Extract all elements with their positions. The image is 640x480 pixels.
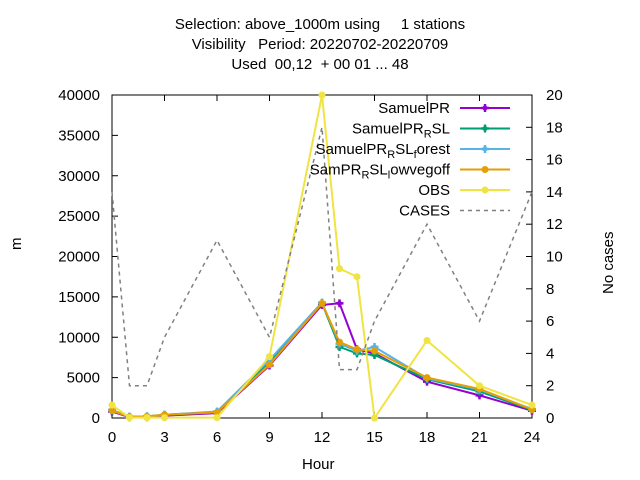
y-tick-label: 10000: [58, 329, 100, 346]
y2-tick-label: 10: [546, 249, 563, 266]
series-line-0: [111, 302, 533, 419]
data-point-0-7: [335, 299, 344, 308]
legend-label-1: SamuelPRRSL: [352, 121, 450, 141]
y2-tick-label: 0: [546, 410, 554, 427]
data-point-4-0: [108, 401, 116, 409]
x-tick-label: 6: [213, 429, 221, 446]
chart-title-line-1: Selection: above_1000m using 1 stations: [174, 16, 466, 33]
data-point-4-5: [266, 353, 273, 361]
data-point-4-12: [528, 401, 536, 409]
y-tick-label: 15000: [58, 289, 100, 306]
x-tick-label: 24: [524, 429, 541, 446]
data-point-3-9: [371, 347, 378, 355]
y-tick-label: 5000: [67, 370, 100, 387]
legend-label-0: SamuelPR: [378, 100, 450, 117]
legend-label-3: SamPRRSLlowvegoff: [310, 162, 451, 182]
y-tick-label: 30000: [58, 168, 100, 185]
legend-marker-1: [481, 124, 489, 133]
legend-marker-4: [481, 186, 489, 194]
y2-tick-label: 2: [546, 378, 554, 395]
y-tick-label: 40000: [58, 87, 100, 104]
x-tick-label: 21: [471, 429, 488, 446]
data-point-4-3: [161, 414, 168, 422]
data-point-3-5: [266, 361, 273, 369]
series-line-5: [111, 127, 533, 387]
y2-tick-label: 12: [546, 216, 563, 233]
data-point-4-8: [353, 273, 361, 281]
y2-axis-label: No cases: [600, 231, 617, 294]
legend-marker-2: [481, 145, 489, 153]
x-tick-label: 0: [108, 429, 116, 446]
y2-tick-label: 14: [546, 184, 563, 201]
data-point-4-9: [371, 414, 378, 422]
y2-tick-label: 8: [546, 281, 554, 298]
legend-marker-3: [481, 166, 489, 173]
x-axis-label: Hour: [302, 456, 335, 473]
series-line-3: [111, 301, 533, 418]
legend-marker-0: [481, 104, 489, 112]
x-tick-label: 18: [419, 429, 436, 446]
chart-title-line-3: Used 00,12 + 00 01 ... 48: [231, 56, 409, 73]
y-tick-label: 0: [92, 410, 100, 427]
data-point-3-6: [318, 299, 326, 307]
series-line-2: [111, 300, 533, 418]
x-tick-label: 9: [265, 429, 273, 446]
y-tick-label: 20000: [58, 249, 100, 266]
data-point-4-2: [143, 414, 151, 422]
y-tick-label: 35000: [58, 127, 100, 144]
x-tick-label: 15: [366, 429, 383, 446]
y2-tick-label: 6: [546, 313, 554, 330]
data-point-4-1: [126, 414, 133, 422]
y2-tick-label: 16: [546, 152, 563, 169]
data-point-4-11: [476, 382, 483, 390]
data-point-3-10: [423, 374, 431, 382]
y-axis-label: m: [8, 237, 25, 251]
y-tick-label: 25000: [58, 208, 100, 225]
data-point-4-6: [318, 91, 326, 99]
x-tick-label: 3: [160, 429, 168, 446]
y2-tick-label: 18: [546, 119, 563, 136]
data-point-3-0: [108, 407, 116, 415]
data-point-3-8: [353, 345, 361, 353]
y2-tick-label: 4: [546, 345, 554, 362]
data-point-4-4: [213, 414, 221, 422]
legend-label-4: OBS: [418, 182, 450, 199]
chart-title-line-2: Visibility Period: 20220702-20220709: [191, 36, 449, 53]
legend-label-2: SamuelPRRSLforest: [316, 141, 451, 161]
data-point-4-7: [336, 265, 343, 273]
y2-tick-label: 20: [546, 87, 563, 104]
legend-label-5: CASES: [399, 203, 450, 220]
series-line-1: [111, 301, 533, 418]
x-tick-label: 12: [314, 429, 331, 446]
data-point-4-10: [423, 336, 431, 344]
